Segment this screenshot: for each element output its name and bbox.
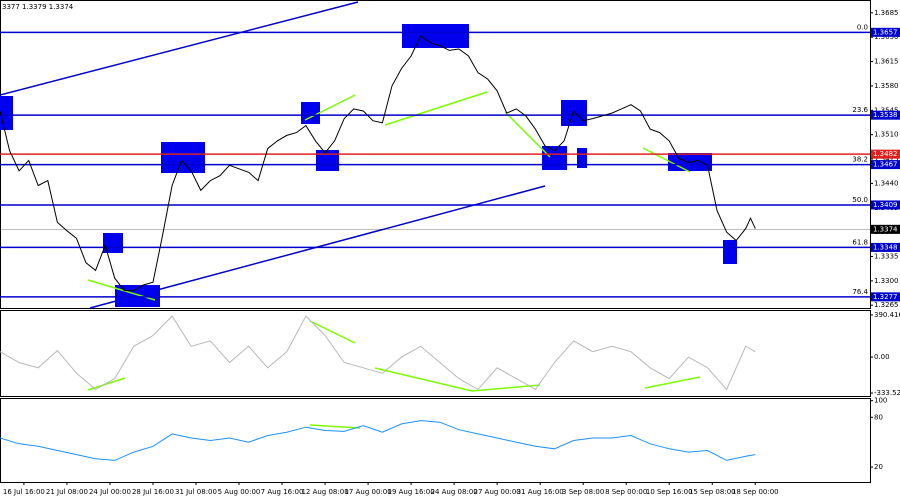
y-tick-label: 1.3335 [874,252,899,260]
x-tick-label: 19 Aug 16:00 [387,488,434,496]
series-line [0,420,756,461]
zone [301,102,320,124]
level-label: 1.3467 [873,161,898,169]
level-label-box [871,242,900,252]
y-tick-label: 80 [874,413,883,421]
level-label: 1.3348 [873,243,898,251]
x-tick-label: 10 Sep 16:00 [646,488,693,496]
channel-line [0,1,359,96]
zone [316,150,339,171]
fib-label: 61.8 [852,238,868,246]
x-tick-label: 21 Jul 08:00 [46,488,88,496]
x-tick-label: 31 Jul 08:00 [175,488,217,496]
cci-frame [0,310,871,397]
y-tick-label: 1.3265 [874,301,899,309]
x-tick-label: 17 Aug 00:00 [344,488,391,496]
series-line [0,35,756,292]
divergence-line [504,111,551,158]
level-label-box [871,292,900,302]
zone [161,142,205,173]
zone [723,240,737,264]
x-tick-label: 3 Sep 08:00 [562,488,604,496]
zone [542,146,567,170]
y-tick-label: 390.4163 [874,311,900,319]
x-tick-label: 28 Jul 16:00 [132,488,174,496]
divergence-line [374,367,473,392]
x-tick-label: 5 Aug 00:00 [218,488,261,496]
x-tick-label: 27 Aug 00:00 [474,488,521,496]
y-tick-label: 20 [874,463,883,471]
rsi-frame [0,398,871,483]
level-label: 1.3374 [873,225,898,233]
level-label-box [871,149,900,159]
y-tick-label: 100 [874,397,887,405]
x-tick-label: 24 Aug 08:00 [431,488,478,496]
x-tick-label: 31 Aug 16:00 [517,488,564,496]
x-tick-label: 18 Sep 00:00 [732,488,779,496]
zone [561,100,587,126]
x-tick-label: 24 Jul 00:00 [89,488,131,496]
y-tick-label: 1.3615 [874,58,899,66]
level-label-box [871,160,900,170]
divergence-line [309,320,356,344]
level-label: 1.3538 [873,111,898,119]
fib-label: 0.0 [857,23,868,31]
y-tick-label: 1.3685 [874,9,899,17]
x-tick-label: 8 Sep 00:00 [605,488,647,496]
divergence-line [309,424,361,429]
level-label-box [871,27,900,37]
y-tick-label: 1.3650 [874,33,899,41]
y-tick-label: 1.3475 [874,155,899,163]
fib-label: 23.6 [852,106,868,114]
y-tick-label: 1.3510 [874,131,899,139]
zones [0,24,737,307]
level-label-box [871,200,900,210]
x-tick-label: 15 Sep 08:00 [689,488,736,496]
y-tick-label: 1.3545 [874,106,899,114]
y-tick-label: 0.00 [874,353,890,361]
zone [0,96,13,130]
divergence-line [644,376,701,389]
level-label: 1.3482 [873,150,898,158]
y-tick-label: 1.3580 [874,82,899,90]
divergence-line [384,91,488,126]
y-tick-label: 1.3300 [874,277,899,285]
fib-label: 50.0 [852,196,868,204]
x-tick-label: 12 Aug 08:00 [301,488,348,496]
y-tick-label: 1.3440 [874,179,899,187]
y-tick-label: -333.522 [874,389,900,397]
fib-label: 76.4 [852,288,868,296]
x-tick-label: 7 Aug 16:00 [261,488,304,496]
zone [577,148,587,168]
level-label: 1.3277 [873,293,898,301]
level-label-box [871,110,900,120]
zone [103,233,123,253]
level-label-box [871,224,900,234]
level-label: 1.3409 [873,201,898,209]
divergence-line [642,147,691,173]
x-tick-label: 16 Jul 16:00 [3,488,45,496]
level-label: 1.3657 [873,28,898,36]
series-line [0,315,756,391]
chart-title: 3377 1.3379 1.3374 [2,3,74,11]
fib-label: 38.2 [852,156,868,164]
